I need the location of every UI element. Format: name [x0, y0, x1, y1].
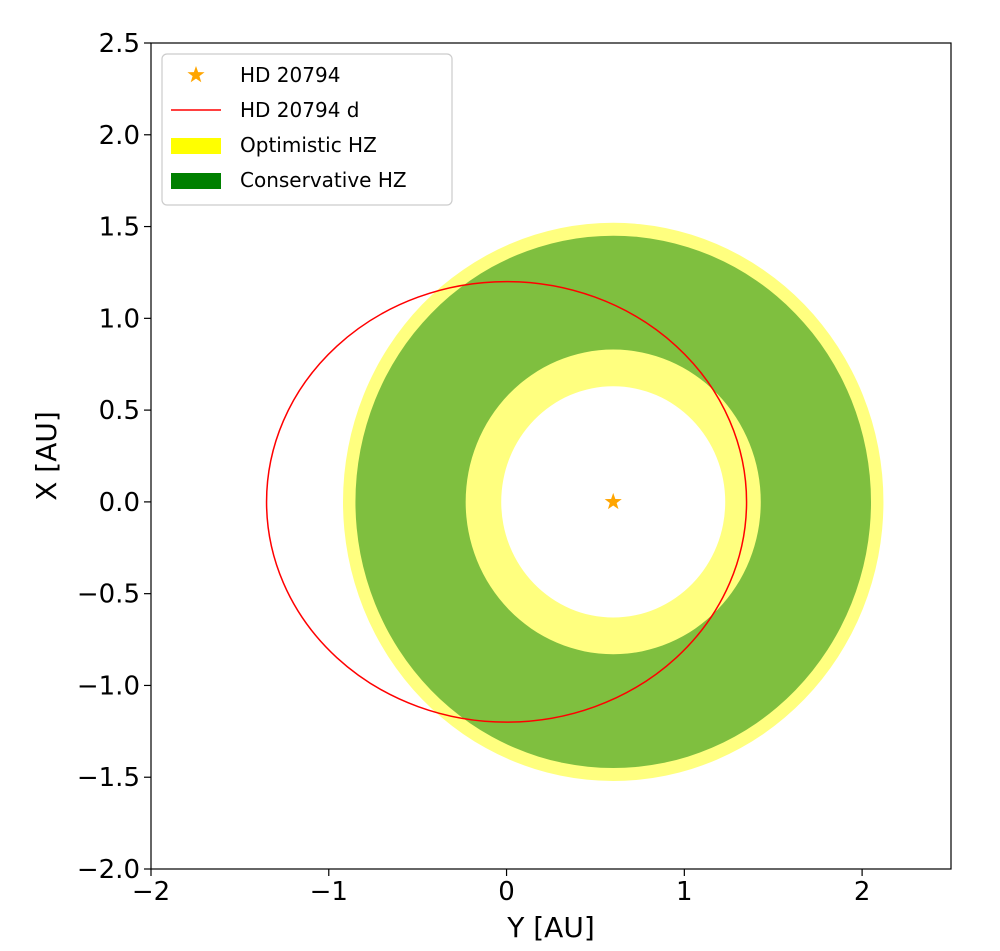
y-tick-label: 0.5 — [99, 396, 140, 426]
hz-layer — [343, 222, 884, 781]
y-tick-label: 2.0 — [99, 121, 140, 151]
y-tick-label: 2.5 — [99, 29, 140, 59]
legend-box — [161, 53, 453, 206]
legend-entry-star: HD 20794 — [187, 63, 340, 87]
legend-star-label: HD 20794 — [240, 63, 340, 87]
y-tick-label: 1.5 — [99, 213, 140, 243]
y-tick-label: −1.0 — [77, 671, 140, 701]
legend-entry-optimistic: Optimistic HZ — [171, 133, 377, 157]
legend-entry-orbit: HD 20794 d — [171, 98, 359, 122]
legend-conservative-swatch — [171, 173, 221, 189]
x-tick-label: −2 — [132, 877, 170, 907]
legend-optimistic-swatch — [171, 138, 221, 154]
orbit-layer — [265, 280, 748, 723]
x-axis-label: Y [AU] — [506, 911, 595, 944]
star-layer — [604, 492, 622, 510]
axes-frame — [150, 42, 952, 870]
legend-orbit-label: HD 20794 d — [240, 98, 359, 122]
y-tick-label: −2.0 — [77, 855, 140, 885]
y-tick-label: −0.5 — [77, 580, 140, 610]
legend-entry-conservative: Conservative HZ — [171, 168, 407, 192]
conservative-hz-ring — [355, 235, 872, 769]
y-tick-label: 0.0 — [99, 488, 140, 518]
x-tick-label: −1 — [310, 877, 348, 907]
x-tick-label: 2 — [854, 877, 871, 907]
y-axis-label: X [AU] — [30, 411, 63, 501]
legend-conservative-label: Conservative HZ — [240, 168, 407, 192]
x-tick-label: 0 — [498, 877, 515, 907]
plot-frame — [150, 42, 952, 870]
legend: HD 20794 HD 20794 d Optimistic HZ Conser… — [161, 53, 453, 206]
x-tick-label: 1 — [676, 877, 693, 907]
star-marker — [604, 492, 622, 510]
ticks: −2 −1 0 1 2 −2.0 −1.5 −1.0 −0.5 0.0 0.5 1.0 1.5 2.0 2.… — [77, 29, 871, 907]
y-tick-label: 1.0 — [99, 304, 140, 334]
legend-optimistic-label: Optimistic HZ — [240, 133, 377, 157]
legend-star-icon — [187, 66, 205, 83]
y-tick-label: −1.5 — [77, 763, 140, 793]
orbit-line — [265, 280, 748, 723]
